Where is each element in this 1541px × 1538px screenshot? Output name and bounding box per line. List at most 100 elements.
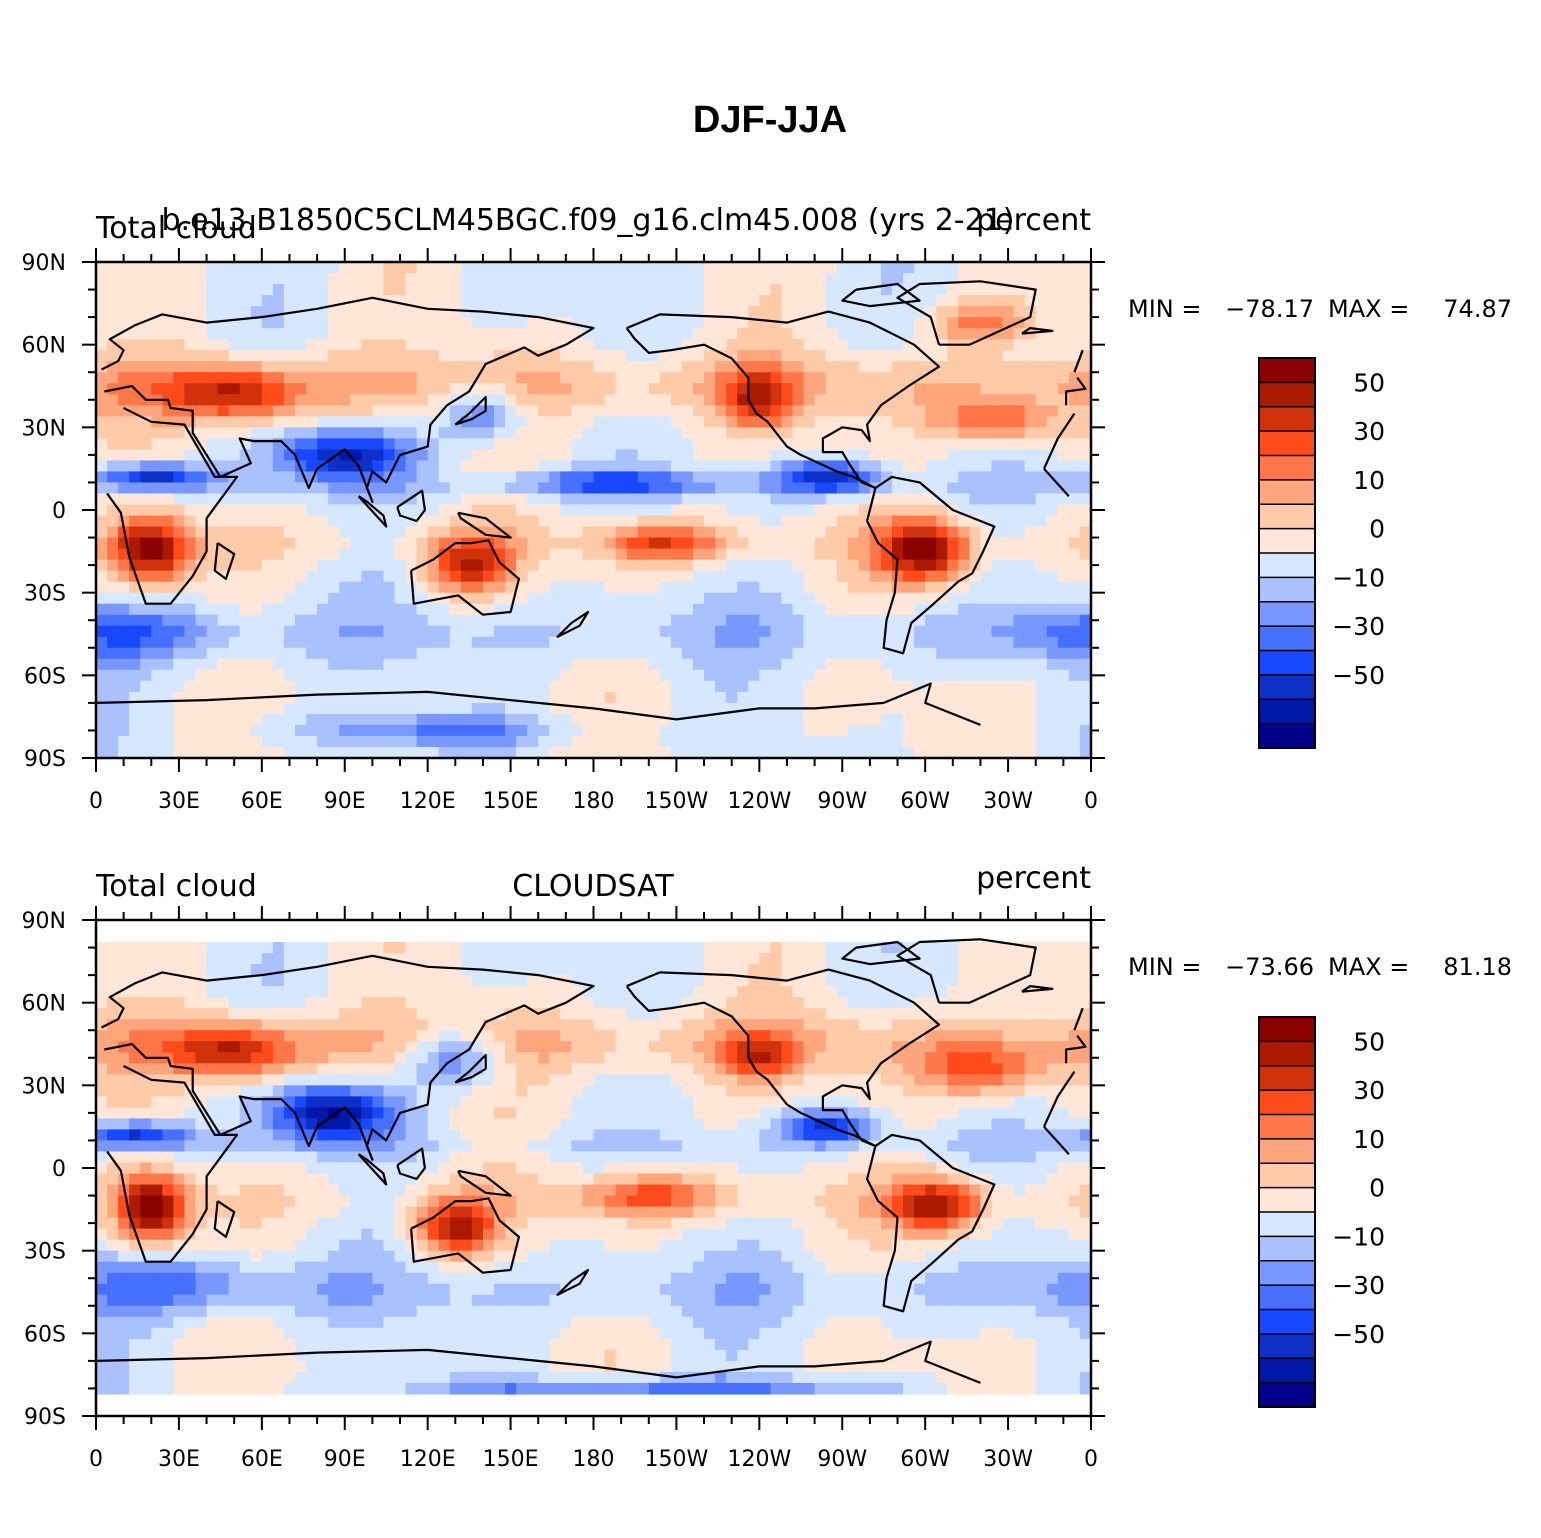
heatmap-cell [991, 724, 1004, 737]
heatmap-cell [892, 383, 904, 395]
heatmap-cell [770, 625, 783, 638]
heatmap-cell [228, 953, 241, 965]
heatmap-cell [527, 416, 539, 428]
heatmap-cell [869, 537, 882, 550]
heatmap-cell [438, 383, 451, 395]
heatmap-cell [173, 394, 186, 406]
heatmap-cell [726, 383, 738, 395]
heatmap-cell [306, 273, 318, 285]
heatmap-cell [471, 986, 484, 998]
heatmap-cell [748, 953, 760, 965]
heatmap-cell [140, 625, 152, 638]
heatmap-cell [1002, 548, 1015, 561]
heatmap-cell [317, 559, 329, 572]
heatmap-cell [681, 295, 694, 307]
heatmap-cell [847, 603, 860, 616]
x-tick-label: 120W [727, 789, 791, 814]
heatmap-cell [306, 603, 318, 616]
heatmap-cell [317, 515, 329, 528]
heatmap-cell [438, 449, 451, 461]
heatmap-cell [991, 570, 1004, 583]
heatmap-cell [858, 592, 871, 605]
heatmap-cell [328, 614, 340, 627]
heatmap-cell [1046, 1019, 1059, 1031]
heatmap-cell [1002, 953, 1015, 965]
heatmap-cell [560, 482, 572, 495]
heatmap-cell [836, 273, 849, 285]
heatmap-cell [704, 537, 716, 550]
heatmap-cell [1046, 724, 1059, 737]
heatmap-cell [173, 416, 186, 428]
heatmap-cell [505, 559, 517, 572]
heatmap-cell [538, 515, 550, 528]
heatmap-cell [96, 460, 108, 473]
heatmap-cell [118, 339, 130, 351]
heatmap-cell [228, 559, 241, 572]
heatmap-cell [1068, 735, 1081, 748]
heatmap-cell [361, 559, 373, 572]
heatmap-cell [1035, 361, 1048, 373]
heatmap-cell [449, 625, 462, 638]
heatmap-cell [715, 372, 727, 384]
heatmap-cell [162, 592, 174, 605]
heatmap-cell [361, 537, 373, 550]
heatmap-cell [494, 295, 506, 307]
heatmap-cell [836, 405, 849, 417]
heatmap-cell [560, 394, 572, 406]
heatmap-cell [118, 427, 130, 439]
heatmap-cell [405, 471, 418, 484]
heatmap-cell [693, 614, 705, 627]
heatmap-cell [438, 680, 451, 693]
heatmap-cell [803, 526, 816, 539]
heatmap-cell [494, 537, 506, 550]
heatmap-cell [670, 680, 683, 693]
heatmap-cell [693, 526, 705, 539]
heatmap-cell [162, 273, 174, 285]
heatmap-cell [1024, 625, 1037, 638]
heatmap-cell [272, 504, 285, 517]
heatmap-cell [847, 636, 860, 649]
heatmap-cell [1046, 680, 1059, 693]
heatmap-cell [405, 416, 418, 428]
heatmap-cell [195, 438, 208, 450]
heatmap-cell [306, 526, 318, 539]
heatmap-cell [295, 273, 307, 285]
heatmap-cell [571, 416, 584, 428]
heatmap-cell [527, 636, 539, 649]
heatmap-cell [416, 942, 429, 954]
heatmap-cell [272, 449, 285, 461]
heatmap-cell [118, 680, 130, 693]
heatmap-cell [670, 559, 683, 572]
heatmap-cell [792, 669, 805, 682]
heatmap-cell [737, 559, 749, 572]
heatmap-cell [1024, 526, 1037, 539]
heatmap-cell [914, 724, 926, 737]
heatmap-cell [560, 713, 572, 726]
heatmap-cell [350, 581, 362, 594]
heatmap-cell [328, 592, 340, 605]
heatmap-cell [748, 317, 760, 329]
heatmap-cell [969, 669, 982, 682]
heatmap-cell [195, 603, 208, 616]
heatmap-cell [914, 592, 926, 605]
heatmap-cell [339, 592, 351, 605]
heatmap-cell [151, 471, 163, 484]
heatmap-cell [206, 986, 219, 998]
heatmap-cell [549, 383, 561, 395]
heatmap-cell [427, 942, 440, 954]
heatmap-cell [560, 273, 572, 285]
heatmap-cell [228, 625, 241, 638]
heatmap-cell [184, 713, 197, 726]
heatmap-cell [107, 306, 119, 318]
heatmap-cell [1068, 964, 1081, 976]
heatmap-cell [560, 416, 572, 428]
heatmap-cell [1024, 372, 1037, 384]
heatmap-cell [748, 559, 760, 572]
heatmap-cell [925, 746, 937, 758]
heatmap-cell [460, 471, 473, 484]
heatmap-cell [173, 735, 186, 748]
heatmap-cell [969, 273, 982, 285]
heatmap-cell [1002, 438, 1015, 450]
heatmap-cell [261, 295, 274, 307]
heatmap-cell [494, 394, 506, 406]
